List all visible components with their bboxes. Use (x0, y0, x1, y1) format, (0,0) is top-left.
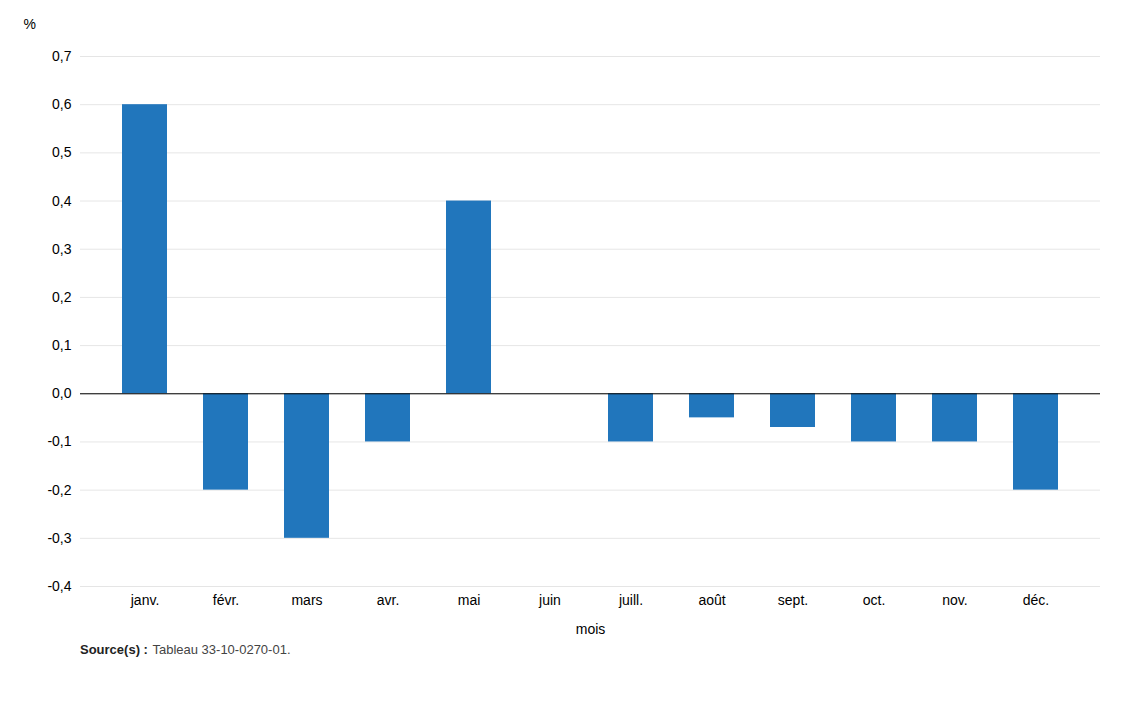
svg-text:mois: mois (576, 621, 606, 637)
svg-text:0,3: 0,3 (52, 241, 72, 257)
svg-text:juill.: juill. (618, 592, 643, 608)
svg-text:0,0: 0,0 (52, 385, 72, 401)
svg-text:0,1: 0,1 (52, 337, 72, 353)
svg-text:0,4: 0,4 (52, 193, 72, 209)
svg-text:0,6: 0,6 (52, 96, 72, 112)
svg-text:nov.: nov. (942, 592, 967, 608)
svg-text:févr.: févr. (213, 592, 239, 608)
svg-text:janv.: janv. (130, 592, 160, 608)
svg-text:0,7: 0,7 (52, 48, 72, 64)
svg-text:août: août (698, 592, 725, 608)
svg-text:%: % (24, 16, 36, 32)
svg-text:-0,2: -0,2 (47, 482, 71, 498)
svg-text:0,2: 0,2 (52, 289, 72, 305)
svg-text:mai: mai (458, 592, 481, 608)
svg-text:mars: mars (291, 592, 322, 608)
svg-text:juin: juin (538, 592, 561, 608)
svg-text:-0,4: -0,4 (47, 578, 71, 594)
html-text:Source(s) : Tableau 33-10-0270: Source(s) : Tableau 33-10-0270-01. (80, 642, 291, 657)
svg-text:avr.: avr. (377, 592, 400, 608)
svg-text:0,5: 0,5 (52, 144, 72, 160)
svg-text:-0,1: -0,1 (47, 433, 71, 449)
svg-text:sept.: sept. (778, 592, 808, 608)
svg-text:oct.: oct. (863, 592, 886, 608)
svg-text:déc.: déc. (1023, 592, 1049, 608)
svg-text:-0,3: -0,3 (47, 530, 71, 546)
